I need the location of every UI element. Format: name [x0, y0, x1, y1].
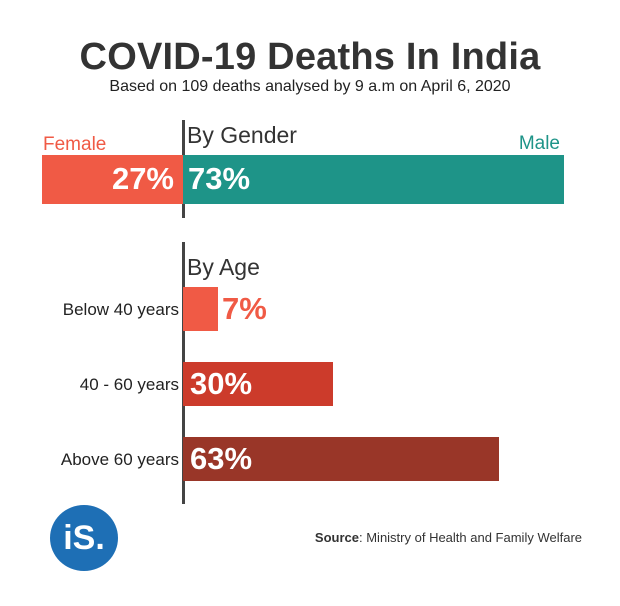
indiaspend-logo: iS.	[50, 505, 118, 571]
source-note: Source: Ministry of Health and Family We…	[315, 530, 582, 545]
female-label: Female	[43, 134, 107, 155]
male-value-label: 73%	[188, 161, 251, 196]
chart-subtitle: Based on 109 deaths analysed by 9 a.m on…	[109, 78, 511, 95]
age-value-label-40-60: 30%	[190, 366, 253, 401]
gender-section-title: By Gender	[187, 122, 297, 148]
age-bar-above-60	[183, 437, 499, 481]
female-value-label: 27%	[111, 161, 174, 196]
age-bar-below-40	[183, 287, 219, 331]
age-bar-40-60	[183, 362, 334, 406]
age-category-label-40-60: 40 - 60 years	[79, 375, 179, 394]
male-label: Male	[518, 133, 560, 154]
age-category-label-above-60: Above 60 years	[60, 450, 179, 469]
chart-title: COVID-19 Deaths In India	[79, 36, 541, 78]
source-text: : Ministry of Health and Family Welfare	[359, 530, 582, 545]
age-value-label-below-40: 7%	[222, 291, 267, 326]
age-category-label-below-40: Below 40 years	[62, 300, 179, 319]
age-section-title: By Age	[187, 254, 260, 280]
source-label: Source	[314, 530, 359, 545]
female-bar	[42, 155, 183, 204]
male-bar	[183, 155, 564, 204]
age-value-label-above-60: 63%	[190, 441, 253, 476]
